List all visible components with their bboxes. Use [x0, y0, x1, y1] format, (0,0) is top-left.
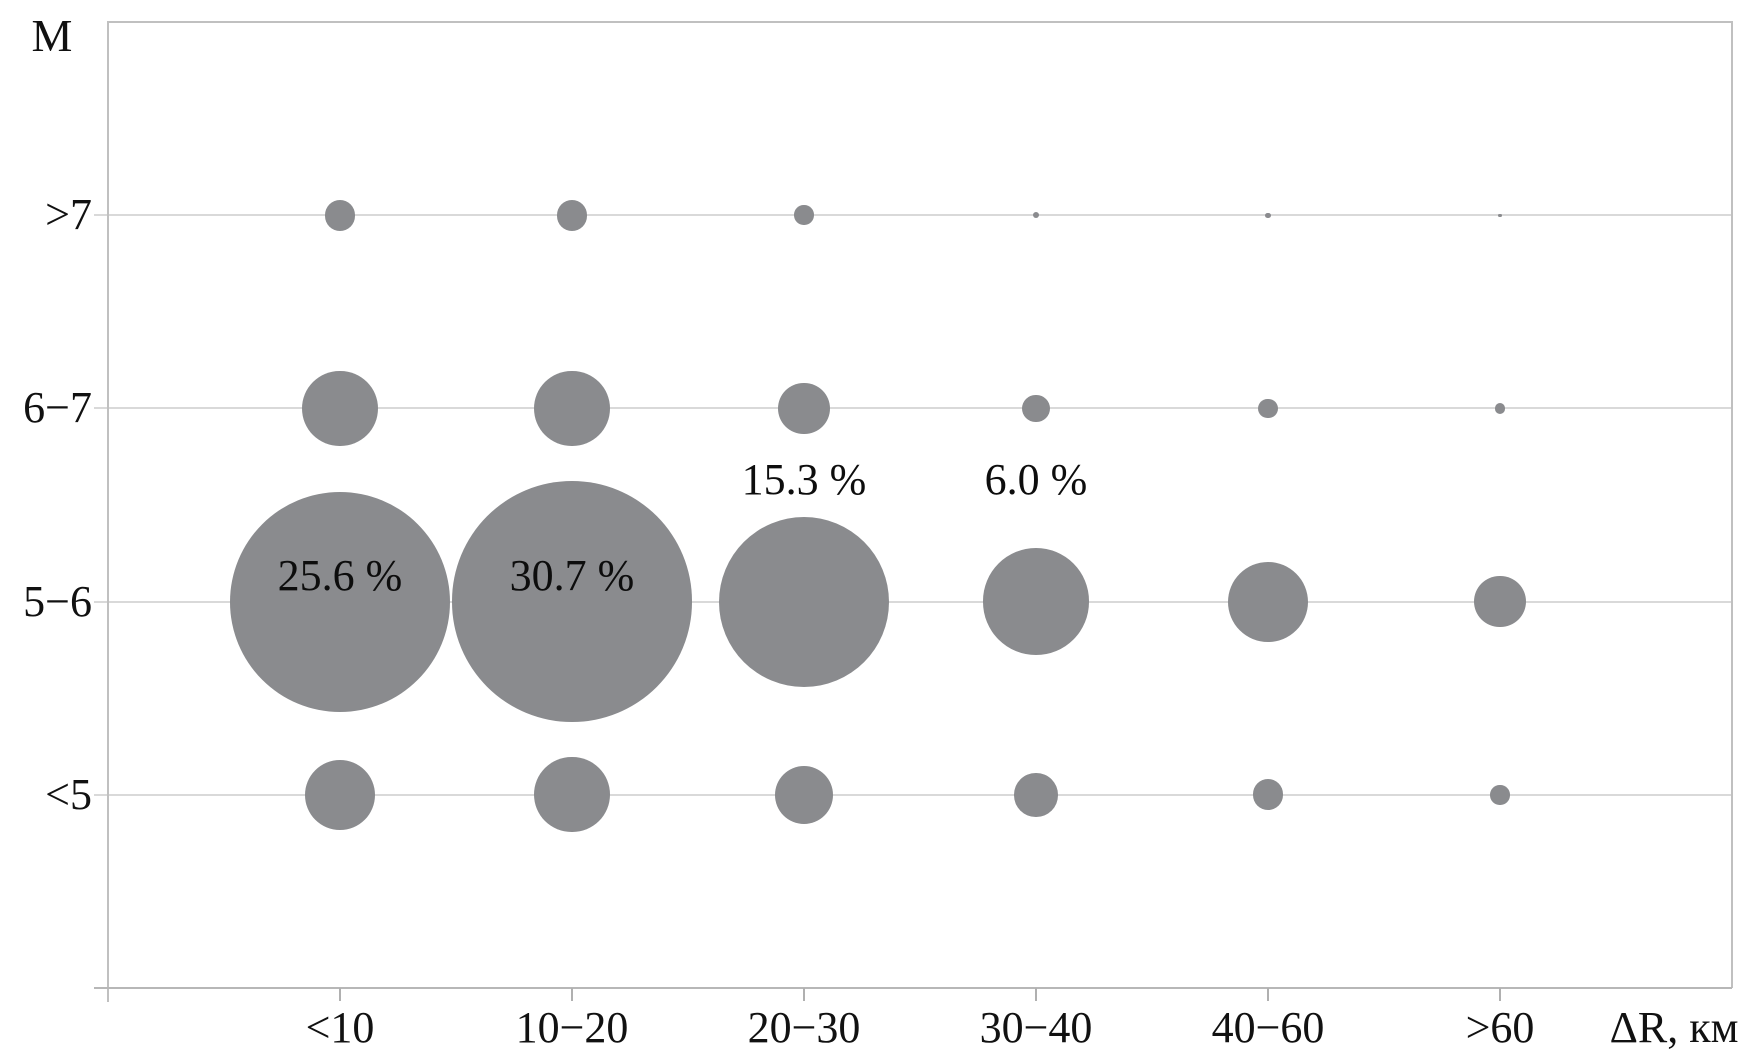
x-tick-label: 40−60: [1211, 1003, 1325, 1052]
bubble-5−6->60: [1474, 575, 1526, 628]
x-tick: [803, 988, 805, 1001]
bubble->7-<10: [324, 199, 356, 231]
x-tick: [339, 988, 341, 1001]
gridline: [94, 214, 1732, 217]
bubble-<5-<10: [304, 759, 376, 830]
y-tick-label: <5: [45, 769, 92, 819]
bubble-5−6-20−30: [718, 516, 890, 687]
bubble-6−7-40−60: [1258, 398, 1278, 419]
bubble->7-10−20: [556, 199, 588, 231]
gridline: [94, 793, 1732, 796]
x-tick: [571, 988, 573, 1001]
bubble-5−6-40−60: [1227, 561, 1309, 642]
bubble-<5-30−40: [1014, 773, 1058, 817]
percent-label: 30.7 %: [509, 550, 635, 600]
bubble-5−6-10−20: [451, 481, 693, 723]
bubble-<5-40−60: [1252, 779, 1284, 811]
y-tick-label: >7: [45, 190, 92, 240]
x-tick-label: <10: [305, 1003, 375, 1052]
bubble->7-40−60: [1265, 212, 1271, 218]
bubble-5−6-<10: [230, 491, 450, 712]
bubble-6−7-10−20: [534, 370, 610, 447]
x-tick-label: >60: [1465, 1003, 1535, 1052]
bubble-5−6-30−40: [982, 548, 1090, 655]
gridline: [94, 600, 1732, 603]
x-axis-line: [94, 987, 1732, 989]
x-tick: [1267, 988, 1269, 1001]
x-tick: [1499, 988, 1501, 1001]
plot-border-right: [1731, 22, 1733, 988]
bubble->7->60: [1498, 213, 1502, 217]
percent-label: 6.0 %: [984, 455, 1088, 504]
x-tick-label: 20−30: [747, 1003, 861, 1052]
plot-border-left: [107, 22, 109, 1002]
bubble-<5-20−30: [774, 765, 834, 824]
x-axis-title: ΔR, км: [1609, 1003, 1739, 1052]
bubble-6−7-<10: [302, 370, 378, 447]
gridline: [94, 407, 1732, 410]
percent-label: 25.6 %: [277, 550, 403, 600]
y-tick-label: 6−7: [23, 383, 92, 433]
plot-border-top: [107, 21, 1733, 23]
bubble-<5->60: [1490, 785, 1510, 805]
bubble-6−7-20−30: [778, 382, 830, 435]
percent-label: 15.3 %: [741, 455, 867, 504]
x-tick: [1035, 988, 1037, 1001]
bubble->7-30−40: [1032, 212, 1040, 219]
bubble-<5-10−20: [534, 757, 610, 833]
x-tick-label: 10−20: [515, 1003, 629, 1052]
bubble-6−7-30−40: [1022, 394, 1050, 423]
y-tick-label: 5−6: [23, 576, 92, 626]
y-axis-title: M: [31, 10, 73, 61]
bubble->7-20−30: [794, 205, 814, 225]
bubble-6−7->60: [1494, 403, 1506, 414]
x-tick-label: 30−40: [979, 1003, 1093, 1052]
